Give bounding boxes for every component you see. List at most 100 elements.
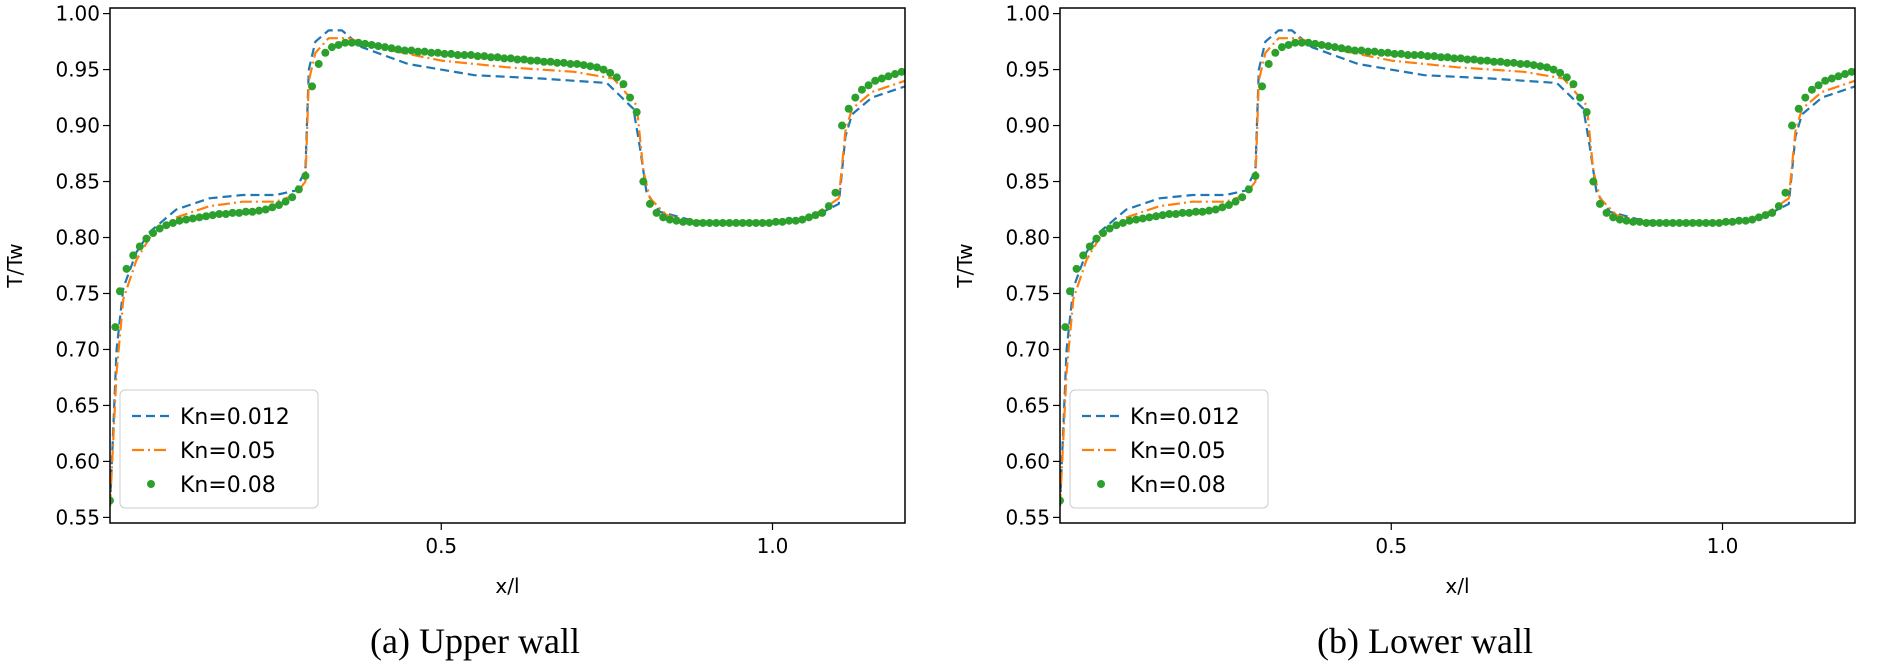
data-point-kn-0.08 xyxy=(1251,171,1260,180)
data-point-kn-0.08 xyxy=(692,218,701,227)
plot-area xyxy=(110,29,905,507)
data-point-kn-0.08 xyxy=(142,234,151,243)
data-point-kn-0.08 xyxy=(738,218,747,227)
data-point-kn-0.08 xyxy=(1774,202,1783,211)
y-tick-label: 0.70 xyxy=(55,337,100,361)
data-point-kn-0.08 xyxy=(1297,38,1306,47)
data-point-kn-0.08 xyxy=(1450,54,1459,63)
data-point-kn-0.08 xyxy=(440,49,449,58)
data-point-kn-0.08 xyxy=(1609,213,1618,222)
data-point-kn-0.08 xyxy=(294,185,303,194)
data-point-kn-0.08 xyxy=(778,217,787,226)
data-point-kn-0.08 xyxy=(420,47,429,56)
y-tick-label: 0.70 xyxy=(1005,337,1050,361)
data-point-kn-0.08 xyxy=(1205,206,1214,215)
data-point-kn-0.08 xyxy=(473,52,482,61)
data-point-kn-0.08 xyxy=(626,93,635,102)
data-point-kn-0.08 xyxy=(1503,58,1512,67)
legend-label: Kn=0.05 xyxy=(180,439,276,464)
data-point-kn-0.08 xyxy=(1582,108,1591,117)
legend-label: Kn=0.08 xyxy=(1130,473,1226,498)
data-point-kn-0.08 xyxy=(1277,43,1286,52)
data-point-kn-0.08 xyxy=(718,218,727,227)
data-point-kn-0.08 xyxy=(135,242,144,251)
data-point-kn-0.08 xyxy=(1814,81,1823,90)
data-point-kn-0.08 xyxy=(1715,218,1724,227)
caption-lower-wall: (b) Lower wall xyxy=(1317,621,1533,661)
x-tick-label: 0.5 xyxy=(425,534,457,558)
data-point-kn-0.08 xyxy=(374,42,383,51)
data-point-kn-0.08 xyxy=(765,218,774,227)
data-point-kn-0.08 xyxy=(745,218,754,227)
caption-upper-wall: (a) Upper wall xyxy=(370,621,580,661)
data-point-kn-0.08 xyxy=(1761,211,1770,220)
data-point-kn-0.08 xyxy=(1509,58,1518,67)
data-point-kn-0.08 xyxy=(1264,59,1273,68)
data-point-kn-0.08 xyxy=(301,171,310,180)
data-point-kn-0.08 xyxy=(1165,210,1174,218)
plot-area xyxy=(1060,29,1855,507)
data-point-kn-0.08 xyxy=(427,48,436,57)
data-point-kn-0.08 xyxy=(798,215,807,224)
data-point-kn-0.08 xyxy=(1099,229,1108,238)
data-point-kn-0.08 xyxy=(1443,53,1452,62)
data-point-kn-0.08 xyxy=(467,51,476,60)
data-point-kn-0.08 xyxy=(1185,208,1194,217)
data-point-kn-0.08 xyxy=(1364,47,1373,56)
x-axis-label: x/l xyxy=(495,574,519,598)
data-point-kn-0.08 xyxy=(1589,177,1598,186)
data-point-kn-0.08 xyxy=(1708,218,1717,227)
data-point-kn-0.08 xyxy=(884,72,893,81)
data-point-kn-0.08 xyxy=(592,63,601,72)
data-point-kn-0.08 xyxy=(1291,38,1300,47)
data-point-kn-0.08 xyxy=(1489,57,1498,66)
chart-lower-wall: 0.550.600.650.700.750.800.850.900.951.00… xyxy=(953,2,1856,598)
data-point-kn-0.08 xyxy=(1284,40,1293,49)
data-point-kn-0.08 xyxy=(367,40,376,49)
chart-upper-wall: 0.550.600.650.700.750.800.850.900.951.00… xyxy=(3,2,906,598)
legend-marker-kn-0.08 xyxy=(147,480,155,488)
data-point-kn-0.08 xyxy=(632,108,641,117)
data-point-kn-0.08 xyxy=(1576,93,1585,102)
data-point-kn-0.08 xyxy=(1132,215,1141,224)
data-point-kn-0.08 xyxy=(1569,80,1578,89)
data-point-kn-0.08 xyxy=(1794,104,1803,113)
data-point-kn-0.08 xyxy=(685,217,694,226)
x-tick-label: 0.5 xyxy=(1375,534,1407,558)
y-tick-label: 0.80 xyxy=(1005,226,1050,250)
data-point-kn-0.08 xyxy=(1304,38,1313,47)
data-point-kn-0.08 xyxy=(1456,54,1465,63)
data-point-kn-0.08 xyxy=(1483,56,1492,65)
data-point-kn-0.08 xyxy=(698,218,707,227)
data-point-kn-0.08 xyxy=(347,38,356,47)
x-tick-label: 1.0 xyxy=(1707,534,1739,558)
data-point-kn-0.08 xyxy=(619,80,628,89)
legend-box xyxy=(1069,389,1269,509)
data-point-kn-0.08 xyxy=(1085,242,1094,251)
data-point-kn-0.08 xyxy=(122,264,131,273)
data-point-kn-0.08 xyxy=(758,218,767,227)
data-point-kn-0.08 xyxy=(725,218,734,227)
data-point-kn-0.08 xyxy=(460,51,469,60)
data-point-kn-0.08 xyxy=(400,46,409,55)
data-point-kn-0.08 xyxy=(1470,55,1479,64)
chart-panel-lower-wall: 0.55 0.60 0.65 0.70 0.75 0.80 0.85 0.90 0.95 1.00… xyxy=(950,0,1900,668)
data-point-kn-0.08 xyxy=(599,65,608,74)
data-point-kn-0.08 xyxy=(1171,210,1180,218)
data-point-kn-0.08 xyxy=(665,215,674,224)
data-point-kn-0.08 xyxy=(162,221,171,230)
data-point-kn-0.08 xyxy=(168,218,177,227)
data-point-kn-0.08 xyxy=(1218,203,1227,212)
data-point-kn-0.08 xyxy=(493,53,502,62)
data-point-kn-0.08 xyxy=(559,58,568,67)
data-point-kn-0.08 xyxy=(111,323,120,332)
data-point-kn-0.08 xyxy=(1436,53,1445,62)
data-point-kn-0.08 xyxy=(268,203,277,212)
data-point-kn-0.08 xyxy=(129,251,138,260)
data-point-kn-0.08 xyxy=(1125,216,1134,225)
data-point-kn-0.08 xyxy=(1350,46,1359,55)
data-point-kn-0.08 xyxy=(1721,217,1730,226)
data-point-kn-0.08 xyxy=(334,40,343,49)
data-point-kn-0.08 xyxy=(1065,287,1074,296)
data-point-kn-0.08 xyxy=(871,76,880,85)
